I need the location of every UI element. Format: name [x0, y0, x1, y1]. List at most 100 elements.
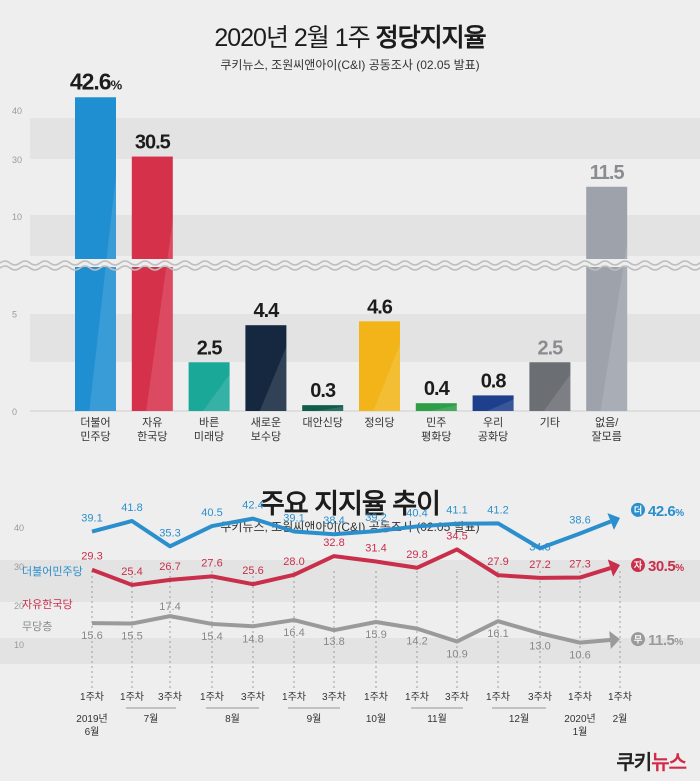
bar-shine: [202, 374, 230, 411]
point-value-label: 28.0: [283, 556, 304, 568]
bar-shine: [373, 343, 400, 411]
x-week-label: 3주차: [528, 691, 552, 703]
point-value-label: 15.6: [81, 630, 102, 642]
x-week-label: 1주차: [282, 691, 306, 703]
bar-group: [529, 362, 571, 411]
point-value-label: 39.1: [81, 513, 102, 525]
point-value-label: 41.1: [446, 505, 467, 517]
point-value-label: 14.2: [406, 636, 427, 648]
category-label: 잘모름: [592, 430, 622, 443]
y-tick-label: 5: [12, 310, 17, 320]
point-value-label: 34.5: [446, 530, 467, 542]
series-end-unit: %: [674, 637, 683, 648]
bar-group: [131, 156, 173, 411]
bar-chart-title: 2020년 2월 1주 정당지지율: [214, 24, 486, 52]
y-tick-label: 40: [12, 106, 22, 116]
point-value-label: 27.2: [529, 559, 550, 571]
x-week-label: 3주차: [445, 691, 469, 703]
x-week-label: 3주차: [241, 691, 265, 703]
series-name-label: 더불어민주당: [22, 565, 83, 578]
category-label: 민주: [426, 416, 446, 429]
category-label: 한국당: [137, 430, 167, 443]
x-week-label: 3주차: [158, 691, 182, 703]
point-value-label: 25.4: [121, 566, 142, 578]
bar: [472, 395, 514, 411]
point-value-label: 27.6: [201, 557, 222, 569]
bar: [586, 186, 628, 411]
category-label: 기타: [540, 416, 560, 429]
point-value-label: 40.4: [406, 507, 427, 519]
x-month-label: 12월: [509, 713, 529, 725]
series-badge: [631, 502, 645, 517]
point-value-label: 10.6: [569, 650, 590, 662]
series-badge: [631, 632, 645, 647]
category-label: 더불어: [80, 416, 110, 429]
x-week-label: 1주차: [200, 691, 224, 703]
point-value-label: 34.8: [529, 541, 550, 553]
series-end-label: 30.5%: [648, 558, 684, 575]
x-week-label: 1주차: [120, 691, 144, 703]
point-value-label: 41.2: [487, 504, 508, 516]
bar-shine: [600, 242, 628, 411]
x-month-label: 9월: [307, 713, 322, 725]
y-tick-label: 10: [14, 640, 24, 650]
bar: [75, 97, 116, 411]
bar-value-label: 2.5: [537, 337, 563, 359]
bar: [359, 321, 400, 411]
series-end-label: 11.5%: [648, 632, 683, 649]
point-value-label: 27.9: [487, 556, 508, 568]
x-week-label: 1주차: [568, 691, 592, 703]
brand-part2: 뉴스: [651, 752, 687, 774]
series-line: [91, 547, 612, 587]
x-month-label: 2월: [613, 713, 628, 725]
point-value-label: 32.8: [323, 537, 344, 549]
series-end-unit: %: [675, 563, 684, 574]
bar-shine: [259, 346, 287, 411]
x-week-label: 3주차: [322, 691, 346, 703]
series-line: [91, 614, 611, 645]
series-name-label: 자유한국당: [22, 598, 73, 611]
point-value-label: 16.4: [283, 627, 304, 639]
bar-shine: [543, 374, 571, 411]
series-2: [91, 614, 620, 649]
x-month-label: 2020년: [564, 713, 595, 725]
grid-band: [30, 118, 700, 159]
bar-value-unit: %: [111, 77, 123, 92]
point-value-label: 14.8: [242, 633, 263, 645]
y-tick-label: 10: [12, 212, 22, 222]
x-month-label: 7월: [144, 713, 159, 725]
point-value-label: 16.1: [487, 628, 508, 640]
bar-group: [188, 362, 230, 411]
bar: [415, 403, 457, 411]
bar-shine: [146, 220, 173, 411]
series-end-unit: %: [675, 508, 684, 519]
x-month-label: 6월: [85, 726, 100, 738]
x-week-label: 1주차: [364, 691, 388, 703]
bar-value-label: 4.6: [367, 296, 393, 318]
category-label: 없음/: [595, 416, 619, 429]
x-month-label: 10월: [366, 713, 386, 725]
brand-logo: 쿠키뉴스: [616, 746, 687, 775]
y-tick-label: 0: [12, 407, 17, 417]
bar: [302, 405, 344, 411]
series-1: [91, 547, 620, 587]
bar-group: [472, 395, 514, 411]
axis-break-line: [0, 260, 700, 266]
bar-shine: [89, 175, 116, 411]
bar-group: [586, 186, 628, 411]
line-chart-title: 주요 지지율 추이: [260, 489, 441, 519]
point-value-label: 15.9: [365, 629, 386, 641]
series-badge-text: 무: [634, 635, 642, 645]
category-label: 대안신당: [302, 416, 342, 429]
x-week-label: 1주차: [405, 691, 429, 703]
bar-group: [415, 403, 457, 411]
axis-break-line: [0, 265, 700, 271]
point-value-label: 13.8: [323, 636, 344, 648]
bar-value-label: 4.4: [253, 300, 280, 322]
point-value-label: 38.6: [569, 514, 590, 526]
series-badge-text: 자: [634, 560, 643, 571]
category-label: 미래당: [194, 430, 224, 443]
series-arrow: [607, 559, 620, 577]
series-badge: [631, 558, 645, 573]
